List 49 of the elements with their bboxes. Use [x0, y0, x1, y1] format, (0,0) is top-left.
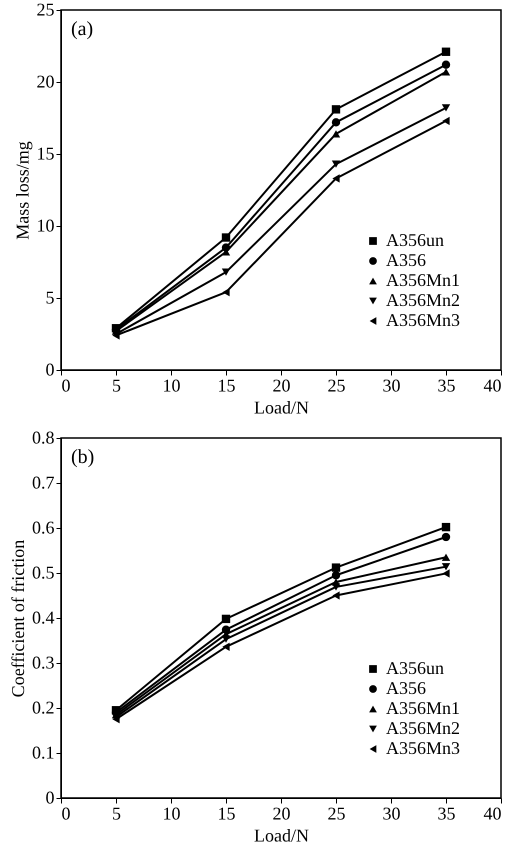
y-tick-label: 0.4 — [32, 608, 54, 628]
x-tick-label: 5 — [112, 804, 121, 824]
y-tick-label: 0.2 — [32, 698, 54, 718]
chart-title: (a) — [71, 18, 94, 40]
x-tick-label: 40 — [484, 804, 502, 824]
y-tick-label: 0.6 — [32, 518, 54, 538]
legend-label: A356un — [386, 230, 444, 250]
legend-label: A356 — [386, 250, 426, 270]
legend-label: A356Mn1 — [386, 698, 460, 718]
y-tick-label: 0.8 — [32, 428, 54, 448]
x-tick-label: 10 — [162, 804, 180, 824]
x-tick-label: 30 — [382, 804, 400, 824]
chart-title: (b) — [71, 446, 94, 468]
y-tick-label: 0 — [46, 788, 54, 808]
x-tick-label: 20 — [272, 376, 290, 396]
y-tick-label: 5 — [46, 288, 54, 308]
y-axis-title: Mass loss/mg — [12, 141, 32, 240]
y-tick-label: 15 — [36, 144, 54, 164]
x-tick-label: 10 — [162, 376, 180, 396]
x-tick-label: 15 — [218, 376, 236, 396]
y-tick-label: 0.3 — [32, 652, 54, 672]
legend-label: A356Mn1 — [386, 270, 460, 290]
y-tick-label: 0 — [46, 360, 54, 380]
x-tick-label: 25 — [328, 804, 346, 824]
x-tick-label: 0 — [62, 804, 70, 824]
y-tick-label: 0.5 — [32, 562, 54, 582]
legend-label: A356Mn3 — [386, 310, 460, 330]
legend-label: A356Mn3 — [386, 738, 460, 758]
legend-label: A356Mn2 — [386, 290, 460, 310]
x-tick-label: 35 — [438, 804, 456, 824]
y-axis-title: Coefficient of friction — [8, 540, 28, 698]
x-tick-label: 30 — [382, 376, 400, 396]
y-tick-label: 0.1 — [32, 742, 54, 762]
legend-label: A356un — [386, 658, 444, 678]
legend-label: A356Mn2 — [386, 718, 460, 738]
x-tick-label: 15 — [218, 804, 236, 824]
legend-label: A356 — [386, 678, 426, 698]
x-axis-title: Load/N — [254, 398, 309, 418]
y-tick-label: 10 — [36, 216, 54, 236]
y-tick-label: 0.7 — [32, 472, 54, 492]
y-tick-label: 25 — [36, 0, 54, 20]
x-tick-label: 0 — [62, 376, 70, 396]
y-tick-label: 20 — [36, 72, 54, 92]
x-tick-label: 40 — [484, 376, 502, 396]
x-tick-label: 35 — [438, 376, 456, 396]
x-tick-label: 20 — [272, 804, 290, 824]
x-tick-label: 25 — [328, 376, 346, 396]
x-axis-title: Load/N — [254, 826, 309, 846]
x-tick-label: 5 — [112, 376, 121, 396]
